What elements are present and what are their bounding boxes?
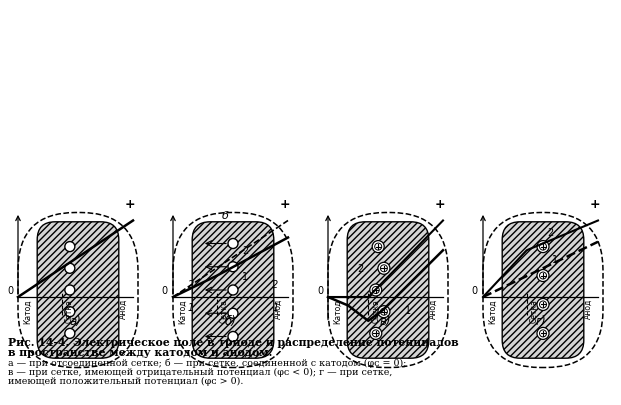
Text: б): б) — [225, 315, 237, 328]
Text: a — при отсоединенной сетке; б — при сетке, соединенной с катодом (φᴄ = 0);: a — при отсоединенной сетке; б — при сет… — [8, 359, 406, 369]
FancyBboxPatch shape — [18, 213, 138, 367]
FancyBboxPatch shape — [37, 222, 119, 358]
FancyBboxPatch shape — [328, 213, 448, 367]
Text: 2: 2 — [547, 228, 554, 238]
FancyBboxPatch shape — [173, 213, 293, 367]
Text: б: б — [222, 211, 229, 221]
Text: Катод: Катод — [333, 299, 342, 324]
Circle shape — [65, 263, 75, 273]
FancyBboxPatch shape — [502, 222, 584, 358]
Text: имеющей положительный потенциал (φᴄ > 0).: имеющей положительный потенциал (φᴄ > 0)… — [8, 377, 243, 386]
Circle shape — [381, 308, 388, 315]
Circle shape — [537, 241, 549, 253]
Circle shape — [372, 330, 379, 337]
Circle shape — [537, 298, 549, 311]
Text: +: + — [279, 198, 290, 211]
Text: +: + — [124, 198, 135, 211]
Text: 0: 0 — [472, 286, 478, 296]
Text: Катод: Катод — [23, 299, 32, 324]
Circle shape — [65, 242, 75, 252]
Circle shape — [378, 306, 390, 318]
Text: 2: 2 — [242, 247, 248, 256]
Text: г): г) — [535, 315, 546, 328]
Text: в — при сетке, имеющей отрицательный потенциал (φᴄ < 0); г — при сетке,: в — при сетке, имеющей отрицательный пот… — [8, 368, 392, 377]
Text: в пространстве между катодом и анодом.: в пространстве между катодом и анодом. — [8, 347, 273, 358]
Text: 2: 2 — [356, 264, 363, 273]
Circle shape — [540, 243, 546, 250]
Text: Сетка: Сетка — [371, 299, 380, 323]
Circle shape — [537, 327, 549, 339]
Text: Катод: Катод — [178, 299, 187, 324]
Text: 1: 1 — [188, 303, 194, 313]
Circle shape — [540, 301, 546, 308]
Text: 2: 2 — [272, 280, 278, 290]
Circle shape — [381, 265, 388, 272]
Text: 0: 0 — [162, 286, 168, 296]
Circle shape — [540, 272, 546, 279]
Circle shape — [378, 262, 390, 274]
Circle shape — [372, 286, 379, 294]
Text: Сетка: Сетка — [220, 299, 229, 323]
Circle shape — [369, 284, 382, 296]
Text: 1: 1 — [405, 306, 411, 316]
Text: 1: 1 — [272, 303, 278, 313]
Circle shape — [65, 328, 75, 339]
FancyBboxPatch shape — [483, 213, 603, 367]
Circle shape — [65, 307, 75, 317]
Circle shape — [374, 243, 382, 250]
Circle shape — [65, 285, 75, 295]
Text: а): а) — [70, 315, 81, 328]
Text: 1: 1 — [552, 255, 558, 265]
Circle shape — [369, 327, 382, 339]
Text: Анод: Анод — [119, 299, 128, 319]
Text: Сетка: Сетка — [65, 299, 74, 323]
Text: +: + — [589, 198, 600, 211]
Text: Рис. 14-4. Электрическое поле в триоде и распределение потенциалов: Рис. 14-4. Электрическое поле в триоде и… — [8, 337, 459, 348]
Circle shape — [372, 241, 384, 253]
Text: +: + — [434, 198, 445, 211]
Text: Сетка: Сетка — [530, 299, 538, 323]
Circle shape — [228, 262, 238, 272]
Text: Катод: Катод — [488, 299, 497, 324]
Circle shape — [228, 285, 238, 295]
Circle shape — [540, 330, 546, 337]
Text: в): в) — [380, 315, 391, 328]
Circle shape — [228, 332, 238, 341]
Text: 0: 0 — [7, 286, 13, 296]
Text: 0: 0 — [317, 286, 323, 296]
Text: Анод: Анод — [274, 299, 283, 319]
Text: Анод: Анод — [584, 299, 593, 319]
Text: Анод: Анод — [429, 299, 438, 319]
Text: 2: 2 — [188, 280, 194, 290]
FancyBboxPatch shape — [193, 222, 274, 358]
Circle shape — [228, 308, 238, 318]
FancyBboxPatch shape — [347, 222, 428, 358]
Text: 1: 1 — [242, 272, 248, 282]
Circle shape — [537, 270, 549, 281]
Circle shape — [228, 239, 238, 249]
